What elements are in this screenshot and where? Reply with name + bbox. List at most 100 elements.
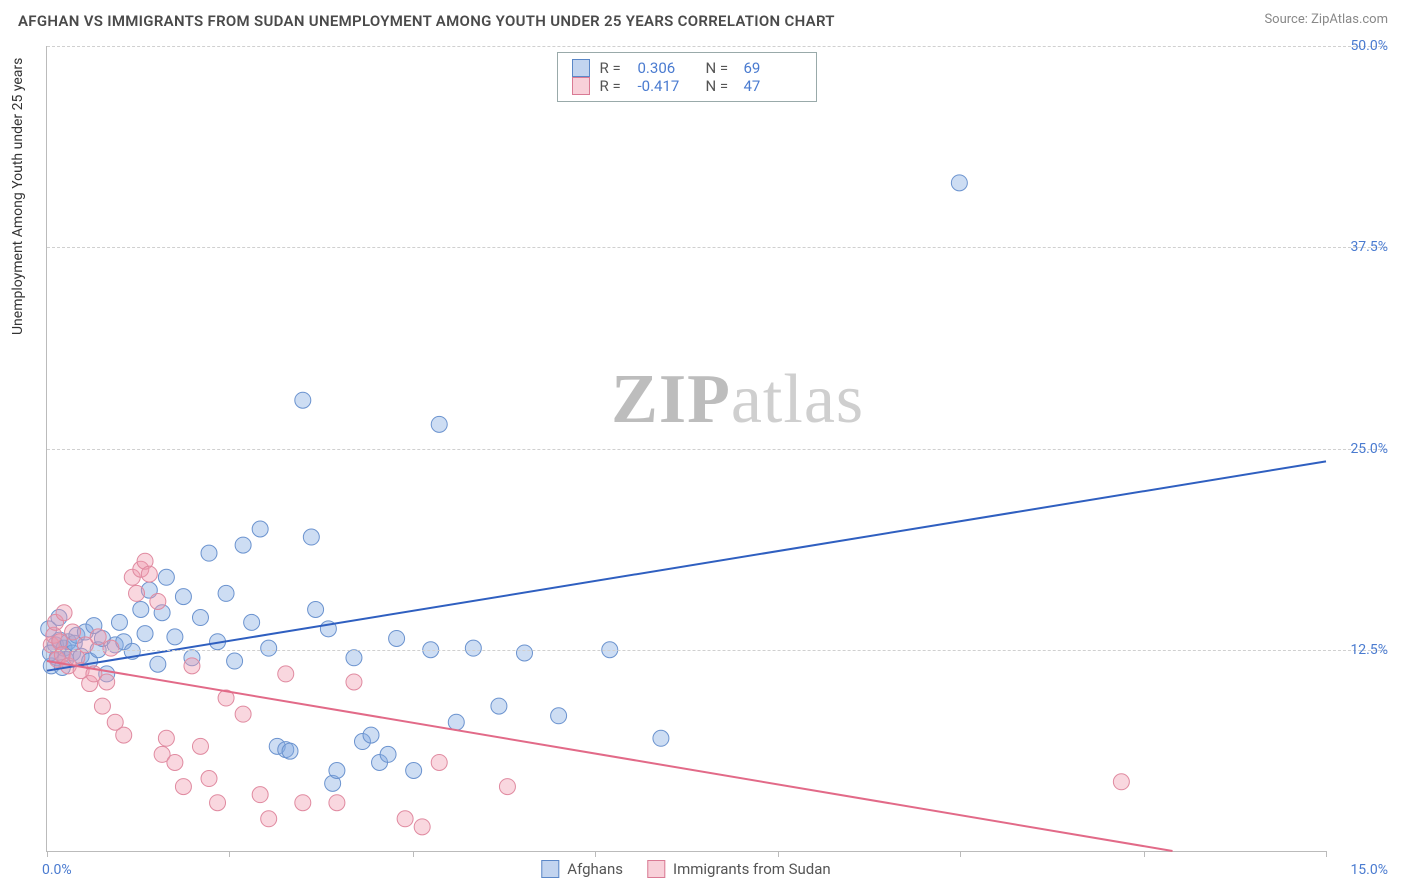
plot-area: ZIPatlas R = 0.306 N = 69 R = -0.417 N =… [46, 46, 1326, 852]
data-point [116, 727, 132, 743]
data-point [150, 656, 166, 672]
r-label: R = [600, 59, 628, 77]
x-tick [1144, 851, 1145, 857]
data-point [184, 658, 200, 674]
swatch-blue-icon [541, 860, 559, 878]
data-point [1113, 774, 1129, 790]
source-attribution: Source: ZipAtlas.com [1264, 12, 1388, 27]
data-point [261, 811, 277, 827]
data-point [158, 730, 174, 746]
data-point [406, 763, 422, 779]
y-tick-label: 50.0% [1350, 38, 1388, 54]
data-point [158, 569, 174, 585]
trend-line [47, 661, 1173, 851]
data-point [389, 630, 405, 646]
legend-row-sudan: R = -0.417 N = 47 [572, 77, 802, 95]
x-tick [778, 851, 779, 857]
gridline [47, 449, 1386, 450]
data-point [431, 754, 447, 770]
y-tick-label: 12.5% [1350, 642, 1388, 658]
n-label: N = [706, 77, 734, 95]
data-point [295, 795, 311, 811]
data-point [90, 629, 106, 645]
data-point [94, 698, 110, 714]
x-tick [595, 851, 596, 857]
swatch-pink-icon [572, 77, 590, 95]
data-point [133, 602, 149, 618]
data-point [465, 640, 481, 656]
data-point [235, 706, 251, 722]
x-tick [47, 851, 48, 857]
data-point [167, 629, 183, 645]
data-point [137, 626, 153, 642]
r-value-afghans: 0.306 [638, 59, 696, 77]
data-point [99, 674, 115, 690]
data-point [65, 624, 81, 640]
data-point [346, 650, 362, 666]
data-point [346, 674, 362, 690]
data-point [227, 653, 243, 669]
data-point [56, 605, 72, 621]
correlation-legend: R = 0.306 N = 69 R = -0.417 N = 47 [557, 52, 817, 102]
series-legend: Afghans Immigrants from Sudan [541, 860, 830, 878]
legend-label-afghans: Afghans [567, 860, 623, 878]
data-point [431, 416, 447, 432]
data-point [175, 779, 191, 795]
legend-item-afghans: Afghans [541, 860, 623, 878]
n-value-afghans: 69 [744, 59, 802, 77]
data-point [516, 645, 532, 661]
legend-row-afghans: R = 0.306 N = 69 [572, 59, 802, 77]
data-point [278, 666, 294, 682]
data-point [141, 566, 157, 582]
data-point [192, 738, 208, 754]
data-point [103, 640, 119, 656]
data-point [218, 585, 234, 601]
data-point [235, 537, 251, 553]
source-prefix: Source: [1264, 12, 1307, 27]
data-point [150, 593, 166, 609]
data-point [252, 521, 268, 537]
y-axis-label: Unemployment Among Youth under 25 years [10, 58, 26, 335]
y-tick-label: 25.0% [1350, 441, 1388, 457]
data-point [653, 730, 669, 746]
data-point [329, 795, 345, 811]
data-point [308, 602, 324, 618]
chart-title: AFGHAN VS IMMIGRANTS FROM SUDAN UNEMPLOY… [18, 12, 835, 30]
data-point [951, 175, 967, 191]
x-tick [229, 851, 230, 857]
gridline [47, 650, 1386, 651]
data-point [329, 763, 345, 779]
y-tick-label: 37.5% [1350, 239, 1388, 255]
n-value-sudan: 47 [744, 77, 802, 95]
data-point [295, 392, 311, 408]
data-point [175, 589, 191, 605]
data-point [201, 771, 217, 787]
data-point [129, 585, 145, 601]
x-tick [960, 851, 961, 857]
data-point [192, 610, 208, 626]
data-point [380, 746, 396, 762]
data-point [414, 819, 430, 835]
data-point [282, 743, 298, 759]
n-label: N = [706, 59, 734, 77]
source-link[interactable]: ZipAtlas.com [1311, 12, 1388, 27]
data-point [244, 614, 260, 630]
data-point [111, 614, 127, 630]
legend-label-sudan: Immigrants from Sudan [673, 860, 831, 878]
data-point [252, 787, 268, 803]
data-point [303, 529, 319, 545]
r-label: R = [600, 77, 628, 95]
legend-item-sudan: Immigrants from Sudan [647, 860, 831, 878]
data-point [363, 727, 379, 743]
data-point [201, 545, 217, 561]
gridline [47, 46, 1386, 47]
x-min-label: 0.0% [42, 862, 72, 878]
data-point [491, 698, 507, 714]
gridline [47, 247, 1386, 248]
swatch-blue-icon [572, 59, 590, 77]
chart-container: ZIPatlas R = 0.306 N = 69 R = -0.417 N =… [46, 46, 1326, 852]
data-point [167, 754, 183, 770]
data-point [210, 795, 226, 811]
r-value-sudan: -0.417 [638, 77, 696, 95]
trend-line [47, 461, 1326, 670]
